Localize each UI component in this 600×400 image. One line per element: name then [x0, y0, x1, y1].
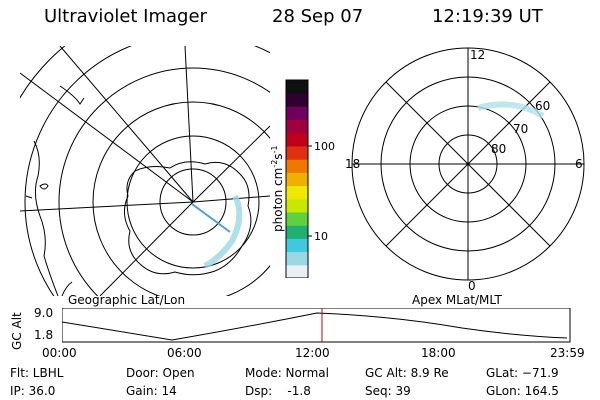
- colorbar-tick-10: 10: [314, 230, 328, 243]
- aurora-emission: [191, 203, 231, 233]
- magnetic-polar-plot: 12 6 0 18 80 70 60: [345, 47, 585, 293]
- meridian: [192, 125, 270, 203]
- mlt-label-18: 18: [345, 157, 360, 171]
- altitude-axis-label: GC Alt: [10, 312, 24, 350]
- colorbar-swatch: [286, 159, 308, 173]
- mlat-label-60: 60: [535, 99, 550, 113]
- colorbar: 100 10: [285, 79, 335, 278]
- meridian: [20, 201, 194, 212]
- time-tick-0000: 00:00: [42, 346, 77, 360]
- time-tick-1200: 12:00: [295, 346, 330, 360]
- lat-circle: [24, 46, 270, 296]
- aurora-emission: [203, 194, 243, 269]
- lat-circle: [159, 168, 227, 236]
- meridian: [20, 72, 194, 203]
- orbit-altitude-plot: [62, 308, 571, 343]
- mlt-label-6: 6: [575, 157, 583, 171]
- colorbar-swatch: [286, 80, 308, 94]
- geographic-caption: Geographic Lat/Lon: [68, 293, 186, 307]
- lat-circle: [58, 67, 270, 296]
- colorbar-swatch: [286, 119, 308, 134]
- colorbar-swatch: [286, 212, 308, 226]
- altitude-curve: [62, 312, 568, 341]
- time-tick-1800: 18:00: [421, 346, 456, 360]
- altitude-tick-high: 9.0: [34, 306, 54, 320]
- mlat-label-70: 70: [513, 122, 528, 136]
- altitude-tick-low: 1.8: [34, 328, 54, 342]
- colorbar-swatch: [286, 172, 308, 187]
- status-glon: GLon: 164.5: [486, 384, 559, 398]
- time-tick-2359: 23:59: [550, 346, 585, 360]
- mlt-label-12: 12: [470, 48, 485, 62]
- status-door: Door: Open: [126, 366, 195, 380]
- meridian: [99, 201, 194, 296]
- meridian: [192, 195, 270, 203]
- status-gain: Gain: 14: [126, 384, 177, 398]
- colorbar-swatch: [286, 146, 308, 160]
- meridian: [184, 46, 194, 203]
- coastline: [39, 183, 49, 190]
- status-dsp: Dsp: -1.8: [245, 384, 311, 398]
- colorbar-swatch: [286, 93, 308, 107]
- colorbar-swatch: [286, 132, 308, 147]
- status-flt: Flt: LBHL: [10, 366, 64, 380]
- header-time: 12:19:39 UT: [432, 6, 543, 27]
- geographic-map: [20, 46, 270, 296]
- coastline: [25, 195, 33, 199]
- mlat-label-80: 80: [491, 142, 506, 156]
- colorbar-swatch: [286, 251, 308, 266]
- colorbar-swatch: [286, 106, 308, 121]
- colorbar-swatch: [286, 264, 308, 278]
- colorbar-swatch: [286, 185, 308, 200]
- status-seq: Seq: 39: [365, 384, 411, 398]
- coastline: [59, 85, 85, 105]
- lat-circle: [92, 101, 270, 296]
- status-ip: IP: 36.0: [10, 384, 56, 398]
- mlt-label-0: 0: [468, 279, 476, 293]
- colorbar-swatch: [286, 238, 308, 253]
- colorbar-swatch: [286, 225, 308, 239]
- status-mode: Mode: Normal: [245, 366, 329, 380]
- south-america-coastline: [33, 140, 59, 296]
- antarctica-coastline: [124, 161, 252, 276]
- colorbar-swatch: [286, 198, 308, 213]
- status-glat: GLat: −71.9: [486, 366, 559, 380]
- instrument-title: Ultraviolet Imager: [44, 6, 207, 27]
- aurora-emission: [477, 101, 545, 119]
- status-gc-alt: GC Alt: 8.9 Re: [365, 366, 449, 380]
- colorbar-unit-label: photon cm-2s-1: [270, 145, 285, 232]
- header-date: 28 Sep 07: [272, 6, 364, 27]
- lat-circle: [126, 135, 260, 269]
- magnetic-caption: Apex MLat/MLT: [412, 293, 502, 307]
- colorbar-tick-100: 100: [314, 140, 335, 153]
- time-tick-0600: 06:00: [167, 346, 202, 360]
- coastline: [61, 281, 73, 296]
- meridian: [59, 46, 194, 203]
